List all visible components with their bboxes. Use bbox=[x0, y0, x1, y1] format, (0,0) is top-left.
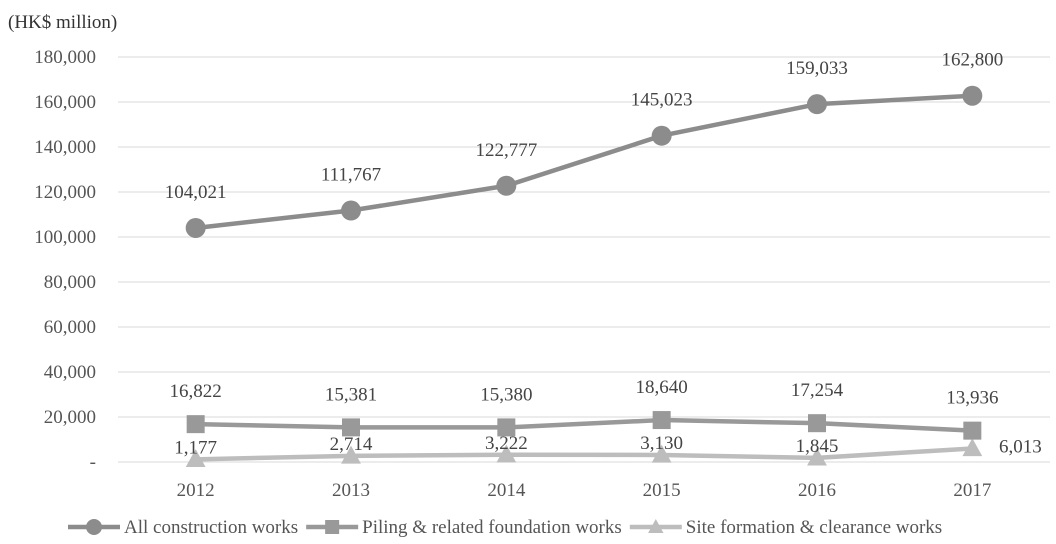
data-label: 17,254 bbox=[791, 380, 844, 401]
x-tick-label: 2016 bbox=[798, 480, 836, 501]
data-point bbox=[963, 421, 982, 440]
data-point bbox=[341, 200, 361, 221]
data-label: 122,777 bbox=[475, 140, 537, 161]
series-line bbox=[193, 93, 975, 231]
data-label: 111,767 bbox=[321, 165, 381, 186]
series-layer: 104,021 111,767 122,777 145,023 159,033 162,8… bbox=[165, 50, 1042, 468]
y-tick-label: 60,000 bbox=[44, 317, 96, 338]
data-label: 2,714 bbox=[330, 434, 373, 455]
legend-marker bbox=[86, 519, 102, 535]
data-point bbox=[962, 85, 983, 106]
data-label: 145,023 bbox=[631, 90, 693, 111]
y-tick-label: 160,000 bbox=[34, 92, 96, 113]
data-point bbox=[651, 125, 672, 146]
data-point bbox=[808, 414, 826, 433]
data-label: 15,380 bbox=[480, 384, 532, 405]
y-tick-label: - bbox=[90, 452, 96, 473]
x-tick-label: 2013 bbox=[332, 480, 370, 501]
series-0 bbox=[185, 85, 983, 238]
data-point bbox=[497, 418, 516, 437]
x-tick-label: 2012 bbox=[177, 480, 215, 501]
data-label: 3,222 bbox=[485, 433, 528, 454]
data-label: 13,936 bbox=[946, 388, 998, 409]
legend-label: Piling & related foundation works bbox=[362, 517, 622, 538]
legend-marker bbox=[325, 520, 340, 534]
y-tick-label: 140,000 bbox=[34, 137, 96, 158]
data-label: 6,013 bbox=[999, 436, 1042, 457]
x-tick-label: 2014 bbox=[487, 480, 526, 501]
data-label: 18,640 bbox=[636, 377, 688, 398]
series-labels-1: 16,822 15,381 15,380 18,640 17,254 13,936 bbox=[170, 377, 999, 409]
legend: All construction works Piling & related f… bbox=[68, 517, 942, 538]
legend-label: Site formation & clearance works bbox=[686, 517, 942, 538]
data-point bbox=[185, 217, 206, 238]
y-tick-label: 20,000 bbox=[44, 407, 96, 428]
y-tick-label: 80,000 bbox=[44, 272, 96, 293]
data-point bbox=[186, 415, 205, 434]
data-point bbox=[185, 449, 206, 468]
series-2 bbox=[185, 438, 983, 468]
x-tick-label: 2015 bbox=[643, 480, 681, 501]
data-label: 3,130 bbox=[640, 433, 683, 454]
legend-marker bbox=[648, 519, 664, 533]
series-line bbox=[193, 417, 975, 433]
data-label: 1,177 bbox=[174, 437, 217, 458]
data-point bbox=[962, 438, 983, 457]
series-line bbox=[193, 446, 975, 462]
data-point bbox=[807, 94, 827, 115]
data-point bbox=[652, 411, 671, 430]
data-label: 15,381 bbox=[325, 384, 377, 405]
legend-item-0: All construction works bbox=[68, 517, 298, 538]
data-point bbox=[651, 444, 672, 463]
data-label: 16,822 bbox=[170, 381, 222, 402]
y-tick-label: 180,000 bbox=[34, 47, 96, 68]
data-point bbox=[341, 445, 361, 464]
data-label: 159,033 bbox=[786, 58, 848, 79]
grid-lines bbox=[118, 56, 1050, 463]
y-tick-label: 100,000 bbox=[34, 227, 96, 248]
unit-label: (HK$ million) bbox=[8, 12, 117, 33]
series-1 bbox=[186, 411, 982, 440]
data-point bbox=[342, 418, 360, 437]
data-label: 1,845 bbox=[796, 436, 839, 457]
legend-item-1: Piling & related foundation works bbox=[306, 517, 622, 538]
data-label: 162,800 bbox=[941, 50, 1003, 71]
data-point bbox=[496, 444, 517, 463]
y-tick-label: 40,000 bbox=[44, 362, 96, 383]
series-labels-2: 1,177 2,714 3,222 3,130 1,845 6,013 bbox=[174, 433, 1041, 459]
legend-label: All construction works bbox=[124, 517, 298, 538]
x-tick-label: 2017 bbox=[953, 480, 991, 501]
data-point bbox=[496, 175, 517, 196]
series-labels-0: 104,021 111,767 122,777 145,023 159,033 162,8… bbox=[165, 50, 1003, 203]
x-axis: 2012 2013 2014 2015 2016 2017 bbox=[177, 480, 992, 501]
data-point bbox=[807, 447, 827, 466]
y-axis: - 20,000 40,000 60,000 80,000 100,000 120,000 1… bbox=[34, 47, 96, 473]
data-label: 104,021 bbox=[165, 182, 227, 203]
y-tick-label: 120,000 bbox=[34, 182, 96, 203]
legend-item-2: Site formation & clearance works bbox=[629, 517, 942, 538]
